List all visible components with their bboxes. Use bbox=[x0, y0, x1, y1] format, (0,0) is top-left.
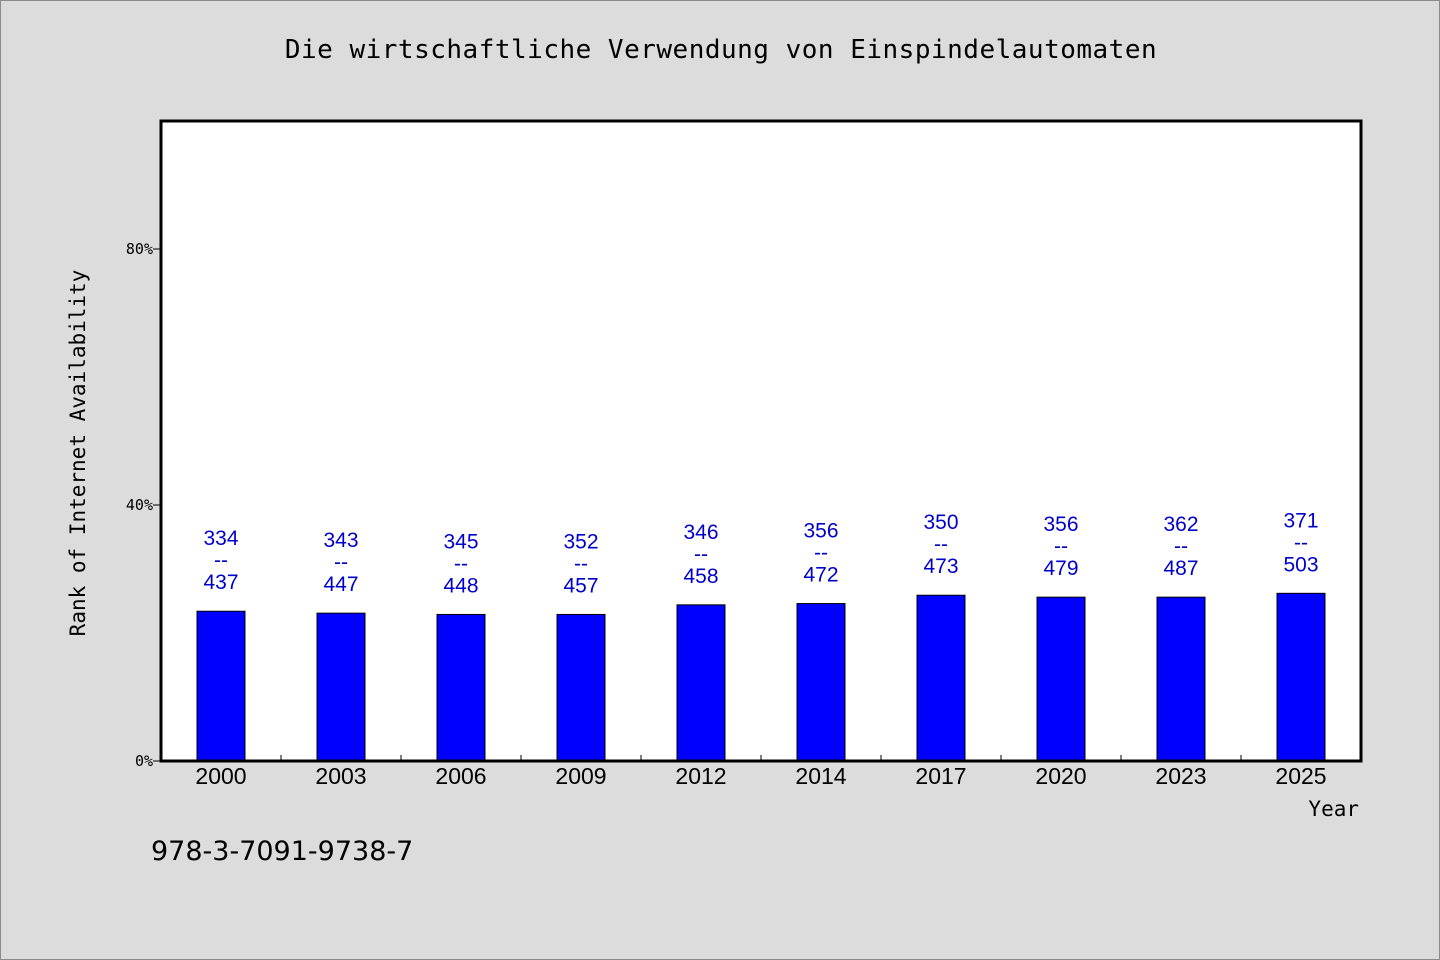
data-label-bottom: 503 bbox=[1283, 553, 1318, 576]
bar-2017 bbox=[916, 594, 966, 762]
x-tick-label: 2006 bbox=[435, 763, 486, 789]
data-label-separator: -- bbox=[1174, 535, 1188, 558]
y-tick-label: 40% bbox=[126, 496, 153, 514]
data-label-top: 343 bbox=[323, 529, 358, 552]
data-label-bottom: 458 bbox=[683, 565, 718, 588]
chart-title: Die wirtschaftliche Verwendung von Einsp… bbox=[284, 35, 1158, 65]
x-tick-label: 2012 bbox=[675, 763, 726, 789]
data-label-bottom: 479 bbox=[1043, 557, 1078, 580]
data-label-top: 345 bbox=[443, 530, 478, 553]
data-label-top: 350 bbox=[923, 511, 958, 534]
y-tick-label: 0% bbox=[135, 752, 153, 770]
bar-2020 bbox=[1036, 596, 1086, 762]
data-label-bottom: 447 bbox=[323, 573, 358, 596]
bar-2006 bbox=[436, 613, 486, 762]
data-label-separator: -- bbox=[814, 542, 828, 565]
data-label-top: 356 bbox=[803, 520, 838, 543]
data-label-separator: -- bbox=[334, 551, 348, 574]
x-tick-label: 2017 bbox=[915, 763, 966, 789]
bar-2025 bbox=[1276, 592, 1326, 762]
x-tick-label: 2000 bbox=[195, 763, 246, 789]
bar-2023 bbox=[1156, 596, 1206, 762]
data-label-top: 346 bbox=[683, 521, 718, 544]
bar-2009 bbox=[556, 613, 606, 762]
bar-2003 bbox=[316, 612, 366, 762]
x-tick-label: 2003 bbox=[315, 763, 366, 789]
data-label-separator: -- bbox=[1294, 531, 1308, 554]
data-label-bottom: 437 bbox=[203, 571, 238, 594]
data-label-bottom: 448 bbox=[443, 574, 478, 597]
y-tick-label: 80% bbox=[126, 240, 153, 258]
data-label-top: 334 bbox=[203, 527, 238, 550]
bar-2000 bbox=[196, 610, 246, 762]
data-label-bottom: 472 bbox=[803, 564, 838, 587]
data-label-separator: -- bbox=[934, 533, 948, 556]
data-label-top: 352 bbox=[563, 530, 598, 553]
data-label-bottom: 457 bbox=[563, 574, 598, 597]
bar-2014 bbox=[796, 603, 846, 762]
x-axis-label: Year bbox=[1308, 797, 1359, 821]
data-label-bottom: 473 bbox=[923, 555, 958, 578]
data-label-bottom: 487 bbox=[1163, 557, 1198, 580]
data-label-top: 371 bbox=[1283, 509, 1318, 532]
data-label-separator: -- bbox=[214, 549, 228, 572]
data-label-top: 362 bbox=[1163, 513, 1198, 536]
footer-code: 978-3-7091-9738-7 bbox=[151, 836, 414, 867]
x-tick-label: 2014 bbox=[795, 763, 846, 789]
data-label-separator: -- bbox=[454, 552, 468, 575]
bar-2012 bbox=[676, 604, 726, 762]
data-label-separator: -- bbox=[574, 552, 588, 575]
x-tick-label: 2009 bbox=[555, 763, 606, 789]
data-label-separator: -- bbox=[1054, 535, 1068, 558]
data-label-top: 356 bbox=[1043, 513, 1078, 536]
x-tick-label: 2023 bbox=[1155, 763, 1206, 789]
data-label-separator: -- bbox=[694, 543, 708, 566]
plot-frame bbox=[159, 119, 1363, 763]
x-tick-label: 2025 bbox=[1275, 763, 1326, 789]
x-tick-label: 2020 bbox=[1035, 763, 1086, 789]
